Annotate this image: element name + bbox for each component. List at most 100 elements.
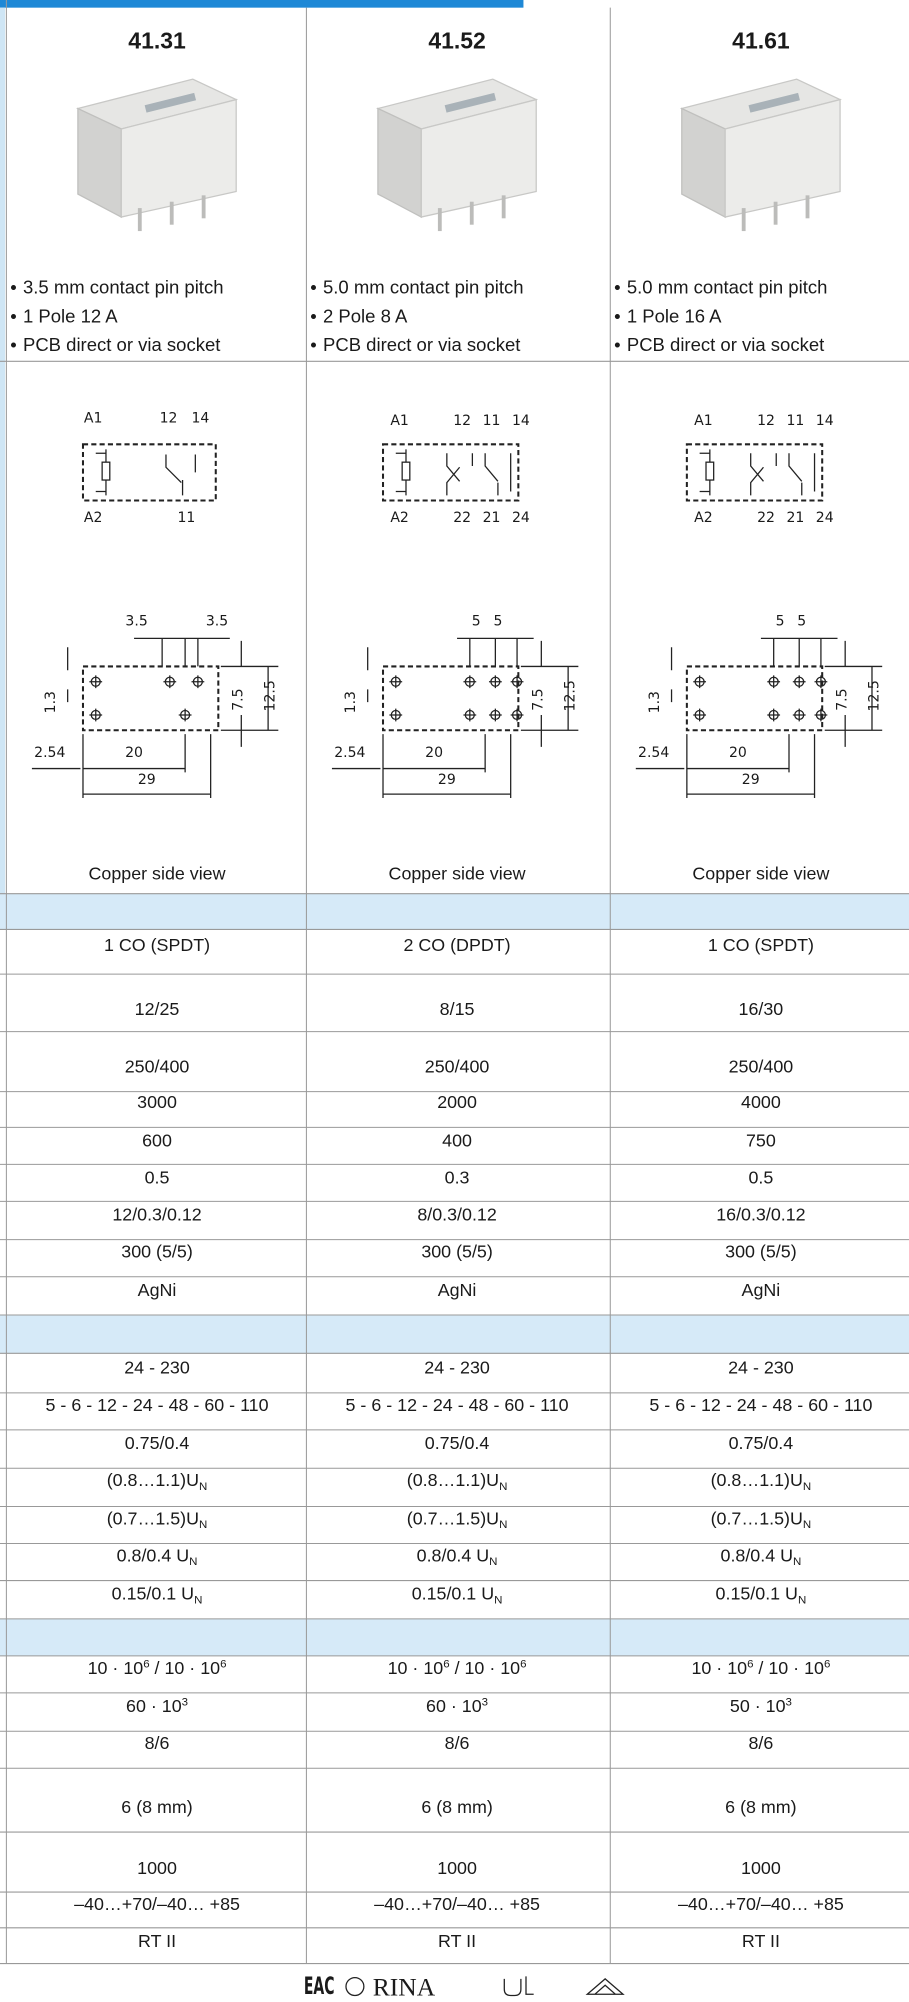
table-cell: 0.15/0.1 UN​ — [716, 1584, 807, 1607]
table-cell: 300 (5/5) — [725, 1242, 796, 1262]
circuit-box — [81, 443, 217, 502]
dimension-label: 12.5 — [262, 680, 278, 711]
dimension-label: 7.5 — [231, 688, 247, 710]
table-cell: 250/400 — [425, 1056, 490, 1076]
table-cell: 5 - 6 - 12 - 24 - 48 - 60 - 110 — [46, 1395, 269, 1415]
table-cell: 12/25 — [135, 999, 180, 1019]
subscript: N — [803, 1519, 811, 1531]
cell-text: 0.15/0.1 U — [412, 1584, 494, 1604]
cell-text: 10 · 10 — [691, 1658, 747, 1678]
coil-leads — [395, 449, 407, 496]
feature: PCB direct or via socket — [23, 334, 220, 355]
subscript: N — [494, 1595, 502, 1607]
pin-cross — [163, 675, 177, 689]
cell-text: 0.15/0.1 U — [112, 1584, 194, 1604]
pin-cross — [814, 708, 828, 722]
circuit-label: A1 — [84, 411, 103, 427]
table-cell: (0.8…1.1)UN​ — [407, 1470, 508, 1493]
circuit-label: 21 — [483, 510, 501, 526]
table-cell: 6 (8 mm) — [121, 1797, 192, 1817]
table-cell: 750 — [746, 1130, 776, 1150]
dimension-label: 7.5 — [531, 688, 547, 710]
column: 41.52 • 5.0 mm contact pin pitch • 2 Pole 8 … — [310, 28, 578, 884]
table-cell: 60 · 103​ — [426, 1696, 488, 1716]
table-cell: 0.8/0.4 UN​ — [721, 1545, 802, 1568]
pin-cross — [389, 675, 403, 689]
cell-text: 60 · 10 — [426, 1696, 482, 1716]
subscript: N — [499, 1519, 507, 1531]
dimension-label: 20 — [425, 745, 443, 761]
table-cell: 1000 — [137, 1858, 177, 1878]
dimension-label: 12.5 — [866, 680, 882, 711]
coil — [101, 461, 111, 481]
table-cell: 6 (8 mm) — [421, 1797, 492, 1817]
table-cell: 1000 — [741, 1858, 781, 1878]
cell-text: 0.8/0.4 U — [417, 1545, 489, 1565]
circuit-label: 22 — [453, 510, 471, 526]
table-cell: 0.8/0.4 UN​ — [417, 1545, 498, 1568]
table-cell: 0.8/0.4 UN​ — [117, 1545, 198, 1568]
table-cell: AgNi — [138, 1280, 177, 1300]
dimension-label: 1.3 — [647, 691, 663, 713]
contacts — [446, 453, 512, 496]
section-band — [0, 893, 909, 930]
cell-text: 0.8/0.4 U — [721, 1545, 793, 1565]
model-number: 41.52 — [428, 28, 485, 54]
table-cell: (0.8…1.1)UN​ — [711, 1470, 812, 1493]
circuit-label: 14 — [512, 413, 530, 429]
relay-pin — [773, 201, 778, 225]
cell-text: 0.8/0.4 U — [117, 1545, 189, 1565]
superscript: 6 — [747, 1658, 753, 1670]
cert-logo — [345, 1976, 365, 1997]
pin-cross — [767, 708, 781, 722]
table-cell: 0.75/0.4 — [425, 1433, 490, 1453]
coil-leads — [699, 449, 711, 496]
cell-text: 60 · 10 — [126, 1696, 182, 1716]
dimension-label: 1.3 — [43, 691, 59, 713]
cell-text: (0.7…1.5)U — [107, 1508, 199, 1528]
pin-cross — [693, 675, 707, 689]
relay-side — [120, 98, 237, 218]
cell-text: / 10 · 10 — [150, 1658, 221, 1678]
table-cell: (0.8…1.1)UN​ — [107, 1470, 208, 1493]
pin-cross — [792, 675, 806, 689]
contacts — [165, 454, 196, 496]
circuit-label: 24 — [512, 510, 530, 526]
table-cell: 8/0.3/0.12 — [417, 1205, 497, 1225]
superscript: 6 — [220, 1658, 226, 1670]
table-cell: 0.5 — [748, 1168, 773, 1188]
dim-lines — [635, 637, 883, 798]
cell-text: 0.15/0.1 U — [716, 1584, 798, 1604]
table-cell: 10 · 106​ / 10 · 106​ — [691, 1658, 830, 1678]
superscript: 6 — [520, 1658, 526, 1670]
bullet: • — [614, 305, 620, 326]
dimension-label: 12.5 — [563, 680, 579, 711]
table-cell: 0.75/0.4 — [125, 1433, 190, 1453]
subscript: N — [803, 1481, 811, 1493]
subscript: N — [499, 1481, 507, 1493]
feature: 2 Pole 8 A — [323, 305, 408, 326]
view-caption: Copper side view — [89, 864, 226, 884]
bullet: • — [310, 334, 316, 355]
table-cell: 4000 — [741, 1092, 781, 1112]
relay-pin — [805, 195, 810, 219]
circuit-label: A2 — [694, 510, 713, 526]
table-cell: 24 - 230 — [424, 1358, 490, 1378]
relay-pin — [741, 208, 746, 232]
table-cell: 0.15/0.1 UN​ — [412, 1584, 503, 1607]
relay-pin — [137, 208, 142, 232]
table-cell: 2 CO (DPDT) — [403, 935, 510, 955]
circuit-label: 14 — [816, 413, 834, 429]
table-cell: 8/6 — [145, 1733, 170, 1753]
dimension-label: 2.54 — [34, 745, 65, 761]
feature: 5.0 mm contact pin pitch — [627, 277, 828, 298]
superscript: 3 — [482, 1697, 488, 1709]
table-cell: 300 (5/5) — [121, 1242, 192, 1262]
table-cell: 24 - 230 — [728, 1358, 794, 1378]
subscript: N — [199, 1481, 207, 1493]
subscript: N — [489, 1556, 497, 1568]
table-cell: 1 CO (SPDT) — [104, 935, 210, 955]
cert-eac: EAC — [304, 1971, 335, 2000]
circuit-label: 22 — [757, 510, 775, 526]
circuit-label: 24 — [816, 510, 834, 526]
